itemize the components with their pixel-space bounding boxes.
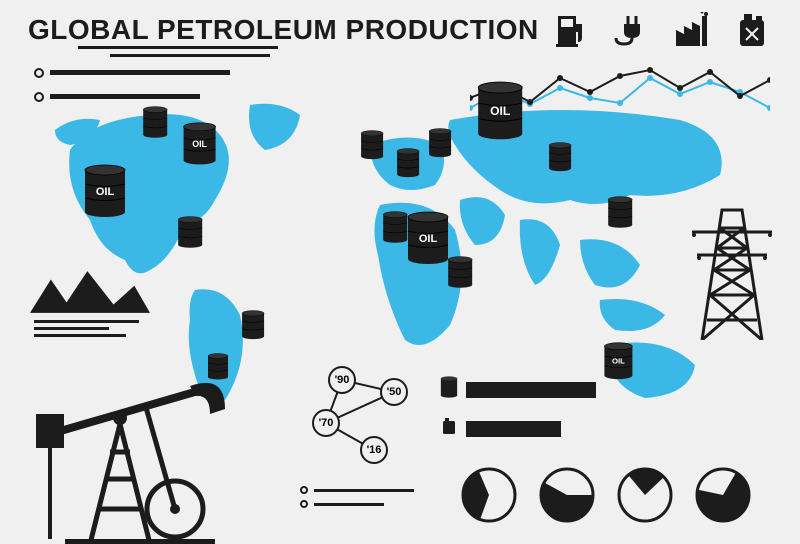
legend-bar: [466, 382, 596, 398]
bottom-rules: [300, 486, 414, 514]
year-network: '90 '50 '70 '16: [300, 364, 420, 469]
oil-barrel: [396, 148, 420, 178]
mountains-chart: [30, 270, 150, 314]
oil-barrel: OIL: [603, 342, 634, 380]
svg-text:OIL: OIL: [490, 104, 510, 118]
title-underline-2: [110, 54, 270, 57]
oil-barrel: OIL: [83, 164, 127, 218]
fuel-pump-icon: [554, 12, 590, 48]
legend-row: [440, 415, 596, 442]
title-underline-1: [78, 46, 278, 49]
barrel-small-icon: [440, 376, 458, 403]
rule-bar: [314, 503, 384, 506]
year-node: '70: [312, 409, 340, 437]
power-tower-icon: [692, 200, 772, 340]
oil-barrel: [360, 130, 384, 160]
pie-chart: [616, 466, 674, 524]
pie-chart: [460, 466, 518, 524]
svg-text:OIL: OIL: [193, 139, 208, 149]
jerrycan-icon: [734, 12, 770, 48]
year-node: '16: [360, 436, 388, 464]
svg-text:OIL: OIL: [612, 357, 625, 366]
plug-icon: [614, 12, 650, 48]
oil-barrel: [607, 196, 633, 228]
pie-chart: [694, 466, 752, 524]
bullet-dot: [300, 486, 308, 494]
factory-icon: [674, 12, 710, 48]
year-node: '90: [328, 366, 356, 394]
oil-barrel: [447, 256, 473, 288]
legend-row: [440, 376, 596, 403]
oil-barrel: OIL: [406, 211, 450, 265]
oil-barrel: [177, 216, 203, 248]
jerrycan-small-icon: [440, 415, 458, 442]
header-icon-row: [554, 12, 770, 48]
pie-chart: [538, 466, 596, 524]
svg-text:OIL: OIL: [419, 233, 438, 245]
oil-barrel: OIL: [182, 122, 217, 165]
page-title: GLOBAL PETROLEUM PRODUCTION: [28, 14, 539, 46]
bullet-dot: [300, 500, 308, 508]
pie-charts: [460, 466, 752, 524]
oil-barrel: [382, 211, 408, 243]
oil-barrel: [548, 142, 572, 172]
svg-text:OIL: OIL: [96, 186, 115, 198]
rule-bar: [314, 489, 414, 492]
oil-barrel: [142, 106, 168, 138]
year-node: '50: [380, 378, 408, 406]
mountains-rules: [34, 320, 139, 341]
rule-bar-1: [50, 70, 230, 75]
legend-bar: [466, 421, 561, 437]
oil-barrel: [241, 310, 265, 340]
oil-barrel: OIL: [476, 81, 524, 140]
legend: [440, 376, 596, 454]
oil-barrel: [428, 128, 452, 158]
pump-jack-icon: [30, 344, 250, 544]
